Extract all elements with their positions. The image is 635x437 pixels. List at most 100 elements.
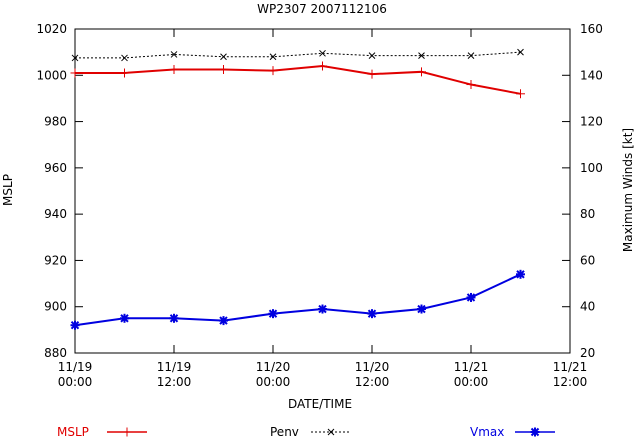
data-point-penv xyxy=(418,52,425,59)
marker-stroke xyxy=(417,304,426,314)
data-point-mslp xyxy=(466,80,476,90)
data-point-penv xyxy=(220,53,227,61)
y-tick-label: 920 xyxy=(44,253,67,267)
data-point-vmax xyxy=(466,292,476,302)
data-point-penv xyxy=(368,52,376,59)
series-line-penv xyxy=(75,51,521,59)
series-line-vmax xyxy=(74,273,521,327)
data-point-vmax xyxy=(70,320,80,330)
marker-stroke xyxy=(517,48,524,56)
legend-label-mslp: MSLP xyxy=(57,425,89,437)
y-tick-label: 1020 xyxy=(36,22,67,36)
series-line-mslp xyxy=(75,65,521,95)
y-tick-label: 1000 xyxy=(36,68,67,82)
marker-stroke xyxy=(269,53,277,61)
plot-frame xyxy=(74,28,571,354)
data-point-mslp xyxy=(417,67,426,77)
data-point-mslp xyxy=(268,66,278,76)
x-tick-label-date: 11/19 xyxy=(58,360,93,374)
data-point-mslp xyxy=(70,68,80,78)
series-layer xyxy=(70,48,525,330)
legend: MSLP Penv Vmax xyxy=(57,425,555,437)
data-point-vmax xyxy=(516,269,525,279)
x-tick-label-time: 12:00 xyxy=(553,375,588,389)
axis-ticks xyxy=(74,28,571,354)
y2-tick-label: 80 xyxy=(580,207,595,221)
legend-marker-mslp xyxy=(122,427,132,437)
data-point-mslp xyxy=(120,68,129,78)
data-point-penv xyxy=(467,52,475,59)
marker-stroke xyxy=(121,54,128,62)
data-point-penv xyxy=(71,54,79,62)
marker-stroke xyxy=(327,428,335,436)
y-tick-label: 980 xyxy=(44,115,67,129)
chart-title: WP2307 2007112106 xyxy=(257,2,387,16)
y2-tick-label: 20 xyxy=(580,346,595,360)
marker-stroke xyxy=(70,321,80,330)
x-tick-label-date: 11/21 xyxy=(553,360,588,374)
data-point-mslp xyxy=(219,65,228,74)
series-penv xyxy=(71,48,524,62)
x-tick-label-time: 12:00 xyxy=(355,375,390,389)
marker-stroke xyxy=(367,309,377,318)
y2-tick-label: 140 xyxy=(580,68,603,82)
y2-tick-label: 60 xyxy=(580,253,595,267)
x-tick-label-date: 11/20 xyxy=(355,360,390,374)
plot-border xyxy=(74,28,571,354)
x-tick-label-date: 11/20 xyxy=(256,360,291,374)
y-tick-labels: 880 900 920 940 960 980 1000 1020 xyxy=(36,22,67,360)
x-tick-label-date: 11/19 xyxy=(157,360,192,374)
data-point-vmax xyxy=(219,316,228,326)
marker-stroke xyxy=(318,304,327,314)
legend-label-penv: Penv xyxy=(270,425,299,437)
marker-stroke xyxy=(516,270,525,279)
legend-marker-vmax xyxy=(530,427,540,437)
data-point-penv xyxy=(517,48,524,56)
series-mslp xyxy=(70,61,525,99)
data-point-vmax xyxy=(367,309,377,319)
y2-tick-label: 40 xyxy=(580,300,595,314)
marker-stroke xyxy=(220,53,227,61)
data-point-vmax xyxy=(120,313,129,323)
y2-axis-label: Maximum Winds [kt] xyxy=(621,128,635,252)
marker-stroke xyxy=(466,293,476,302)
data-point-mslp xyxy=(516,89,525,99)
series-vmax xyxy=(70,269,525,330)
y2-tick-label: 100 xyxy=(580,161,603,175)
marker-stroke xyxy=(467,52,475,59)
y-axis-label: MSLP xyxy=(1,174,15,206)
marker-stroke xyxy=(530,427,540,437)
marker-stroke xyxy=(368,52,376,59)
x-axis-label: DATE/TIME xyxy=(288,397,352,411)
marker-stroke xyxy=(418,52,425,59)
x-tick-label-time: 12:00 xyxy=(157,375,192,389)
data-point-mslp xyxy=(169,65,179,74)
y-tick-label: 880 xyxy=(44,346,67,360)
y2-tick-label: 120 xyxy=(580,115,603,129)
data-point-vmax xyxy=(417,304,426,314)
legend-marker-penv xyxy=(327,428,335,436)
y-tick-label: 940 xyxy=(44,207,67,221)
data-point-penv xyxy=(269,53,277,61)
marker-stroke xyxy=(170,51,178,58)
y2-tick-labels: 20 40 60 80 100 120 140 160 xyxy=(580,22,603,360)
y-tick-label: 900 xyxy=(44,300,67,314)
data-point-vmax xyxy=(318,304,327,314)
y-tick-label: 960 xyxy=(44,161,67,175)
y2-tick-label: 160 xyxy=(580,22,603,36)
data-point-penv xyxy=(319,49,326,57)
marker-stroke xyxy=(219,316,228,325)
marker-stroke xyxy=(120,314,129,323)
legend-label-vmax: Vmax xyxy=(470,425,504,437)
data-point-penv xyxy=(121,54,128,62)
data-point-mslp xyxy=(318,61,327,71)
marker-stroke xyxy=(169,314,179,323)
data-point-mslp xyxy=(367,69,377,79)
marker-stroke xyxy=(319,49,326,57)
x-tick-label-time: 00:00 xyxy=(256,375,291,389)
data-point-penv xyxy=(170,51,178,58)
x-tick-label-time: 00:00 xyxy=(58,375,93,389)
marker-stroke xyxy=(71,54,79,62)
x-tick-label-time: 00:00 xyxy=(454,375,489,389)
